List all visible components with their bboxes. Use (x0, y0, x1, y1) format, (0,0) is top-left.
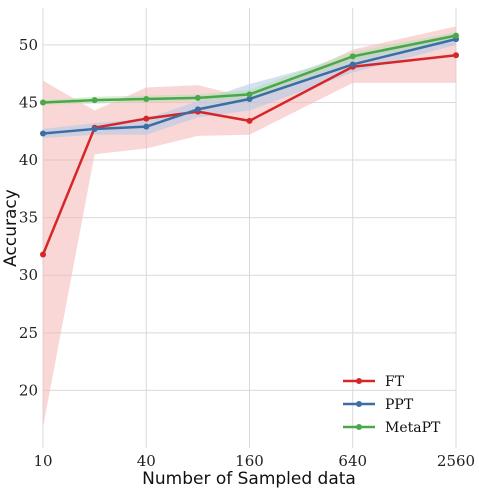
point-ppt (40, 130, 46, 137)
point-ppt (91, 125, 98, 132)
point-ft (143, 115, 150, 122)
point-ppt (143, 123, 150, 130)
legend-label-ft: FT (385, 374, 405, 390)
x-tick-label: 160 (235, 452, 264, 470)
y-tick-label: 35 (19, 209, 38, 227)
y-tick-label: 20 (19, 381, 38, 399)
point-metapt (194, 94, 201, 101)
x-tick-label: 10 (33, 452, 52, 470)
point-metapt (40, 99, 46, 106)
point-metapt (453, 32, 459, 39)
x-tick-label: 2560 (437, 452, 475, 470)
y-tick-label: 40 (19, 151, 38, 169)
point-ft (453, 52, 459, 59)
point-ft (40, 251, 46, 258)
legend-marker-ppt (356, 401, 362, 407)
band-metapt (43, 32, 456, 105)
x-tick-label: 40 (137, 452, 156, 470)
y-tick-label: 25 (19, 324, 38, 342)
y-tick-label: 45 (19, 93, 38, 111)
legend-marker-metapt (356, 424, 362, 430)
point-ft (246, 117, 253, 124)
y-axis-title: Accuracy (1, 189, 21, 267)
point-ppt (194, 106, 201, 113)
point-metapt (246, 91, 253, 98)
legend-marker-ft (356, 378, 362, 384)
x-axis-title: Number of Sampled data (142, 469, 356, 489)
point-metapt (349, 53, 356, 60)
legend-label-metapt: MetaPT (385, 420, 441, 436)
point-ppt (246, 95, 253, 102)
x-tick-label: 640 (338, 452, 367, 470)
y-tick-label: 30 (19, 266, 38, 284)
legend: FT PPT MetaPT (343, 374, 441, 436)
y-tick-label: 50 (19, 36, 38, 54)
point-metapt (143, 95, 150, 102)
legend-label-ppt: PPT (385, 397, 414, 413)
x-tick-labels: 10 40 160 640 2560 (33, 452, 475, 470)
y-tick-labels: 20 25 30 35 40 45 50 (19, 36, 38, 400)
point-ppt (349, 61, 356, 68)
point-metapt (91, 97, 98, 104)
series-points (40, 32, 459, 258)
